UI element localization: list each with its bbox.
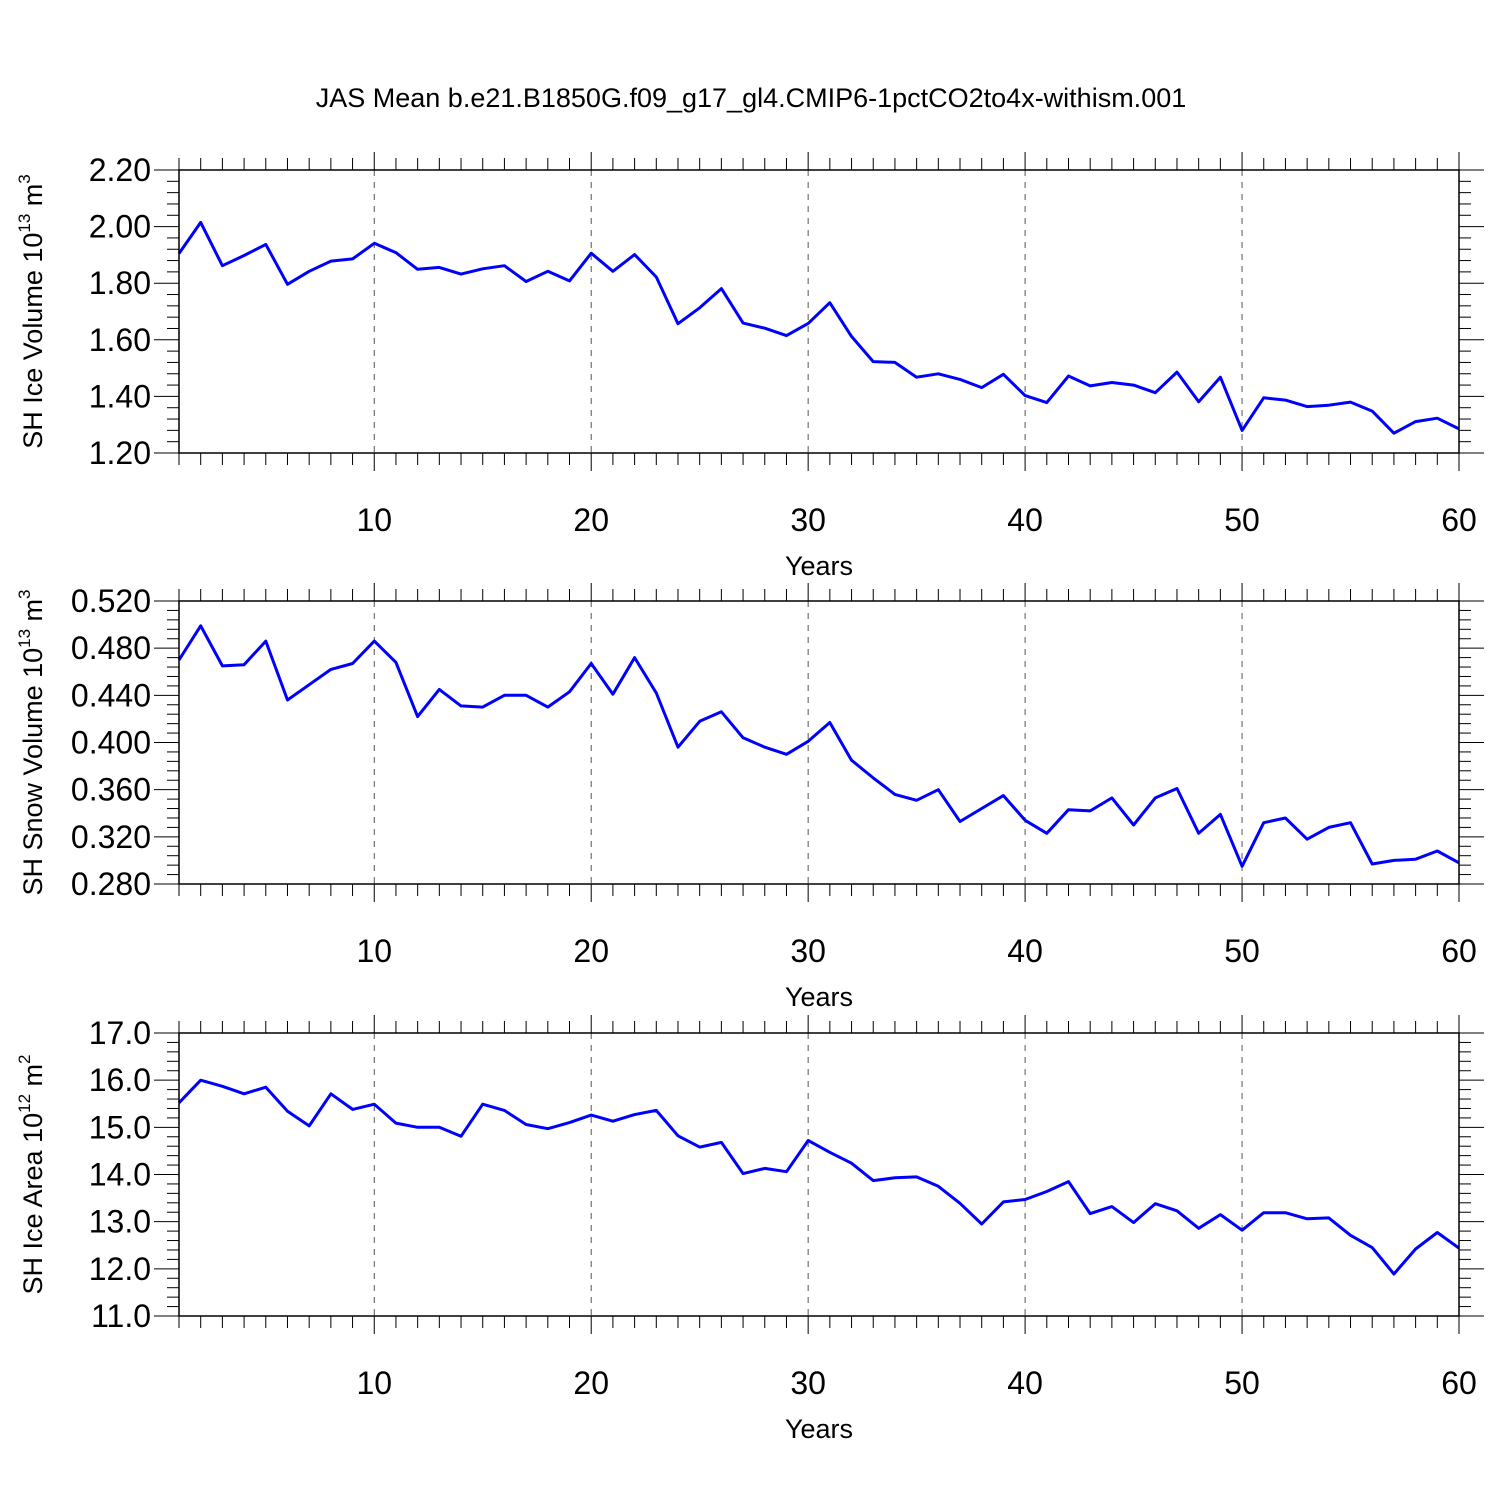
y-axis-label: SH Snow Volume 1013 m3 (15, 589, 48, 895)
x-axis-label: Years (785, 1414, 853, 1444)
y-tick-label: 13.0 (89, 1204, 151, 1240)
plot-frame (178, 169, 1460, 454)
x-axis-label: Years (785, 551, 853, 581)
x-tick-label: 30 (790, 933, 826, 969)
y-tick-label: 17.0 (89, 1015, 151, 1051)
y-tick-label: 2.20 (89, 152, 151, 188)
series-line (177, 220, 1460, 435)
y-tick-label: 0.360 (71, 772, 151, 808)
y-tick-label: 1.40 (89, 378, 151, 414)
y-tick-label: 0.520 (71, 583, 151, 619)
x-tick-label: 10 (356, 1365, 392, 1401)
x-tick-label: 60 (1441, 1365, 1477, 1401)
chart-panel-3: 11.0 12.0 13.0 14.0 15.0 16.0 17.0 10 20 30 40 50 60… (15, 1015, 1484, 1444)
y-tick-label: 14.0 (89, 1157, 151, 1193)
y-axis-label: SH Ice Volume 1013 m3 (15, 174, 48, 449)
x-tick-label: 20 (573, 933, 609, 969)
x-tick-label: 40 (1007, 502, 1043, 538)
y-tick-label: 1.80 (89, 265, 151, 301)
y-tick-label: 0.320 (71, 819, 151, 855)
x-tick-label: 50 (1224, 1365, 1260, 1401)
y-tick-label: 1.20 (89, 435, 151, 471)
y-tick-label: 15.0 (89, 1109, 151, 1145)
chart-panel-2: 0.280 0.320 0.360 0.400 0.440 0.480 0.520 10 20 3… (15, 583, 1484, 1012)
plot-frame (178, 1032, 1460, 1317)
x-tick-label: 50 (1224, 502, 1260, 538)
y-tick-label: 16.0 (89, 1062, 151, 1098)
y-tick-label: 0.400 (71, 725, 151, 761)
x-tick-label: 10 (356, 502, 392, 538)
chart-panel-1: 1.20 1.40 1.60 1.80 2.00 2.20 10 20 30 40 50 60 Year… (15, 152, 1484, 581)
y-tick-label: 0.440 (71, 677, 151, 713)
y-tick-label: 1.60 (89, 322, 151, 358)
series-line (177, 1078, 1460, 1276)
x-tick-label: 40 (1007, 933, 1043, 969)
y-tick-label: 0.280 (71, 866, 151, 902)
x-tick-label: 30 (790, 1365, 826, 1401)
y-axis-label: SH Ice Area 1012 m2 (15, 1055, 48, 1295)
x-tick-label: 10 (356, 933, 392, 969)
x-tick-label: 60 (1441, 933, 1477, 969)
x-tick-label: 20 (573, 1365, 609, 1401)
x-tick-label: 50 (1224, 933, 1260, 969)
x-tick-label: 20 (573, 502, 609, 538)
x-tick-label: 40 (1007, 1365, 1043, 1401)
y-tick-label: 11.0 (91, 1298, 151, 1334)
series-line (177, 624, 1460, 868)
x-tick-label: 30 (790, 502, 826, 538)
x-axis-label: Years (785, 982, 853, 1012)
y-tick-label: 0.480 (71, 630, 151, 666)
chart-panels: 1.20 1.40 1.60 1.80 2.00 2.20 10 20 30 40 50 60 Year… (15, 152, 1484, 1444)
x-tick-label: 60 (1441, 502, 1477, 538)
y-tick-label: 12.0 (89, 1251, 151, 1287)
figure-title: JAS Mean b.e21.B1850G.f09_g17_gl4.CMIP6-… (316, 83, 1187, 113)
y-tick-label: 2.00 (89, 209, 151, 245)
plot-frame (178, 600, 1460, 885)
